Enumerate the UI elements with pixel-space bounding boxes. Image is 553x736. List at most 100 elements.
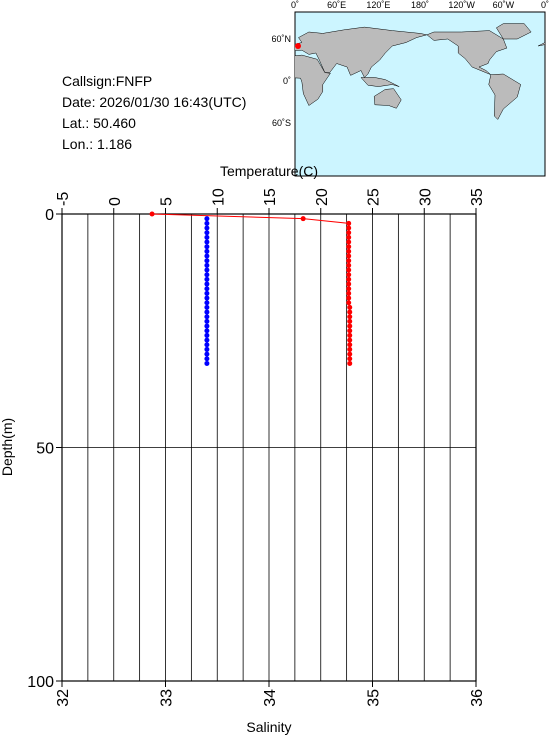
- profile-point: [204, 314, 210, 320]
- continent: [295, 54, 331, 106]
- profile-point: [346, 281, 352, 287]
- profile-point: [204, 258, 210, 264]
- profile-point: [204, 239, 210, 245]
- station-marker: [295, 43, 301, 49]
- profile-point: [346, 272, 352, 278]
- profile-point: [204, 346, 210, 352]
- profile-point: [204, 290, 210, 296]
- profile-point: [204, 216, 210, 222]
- profile-point: [347, 314, 353, 320]
- continent: [373, 88, 402, 109]
- map-lon-label: 60˚E: [327, 0, 346, 10]
- profile-point: [204, 295, 210, 301]
- map-lon-label: 0˚: [541, 0, 549, 10]
- profile-point: [347, 360, 353, 366]
- profile-line: [152, 213, 351, 364]
- x2-tick-label: 35: [366, 689, 383, 707]
- profile-point: [204, 323, 210, 329]
- x-tick-label: 5: [159, 197, 176, 206]
- info-block: Callsign:FNFP Date: 2026/01/30 16:43(UTC)…: [62, 73, 246, 152]
- profile-point: [204, 272, 210, 278]
- x-tick-label: 25: [366, 188, 383, 206]
- map-lon-label: 60˚W: [493, 0, 515, 10]
- profile-point: [347, 332, 353, 338]
- profile-point: [204, 248, 210, 254]
- map-lon-label: 120˚W: [448, 0, 475, 10]
- profile-point: [204, 342, 210, 348]
- profile-point: [149, 211, 155, 217]
- y-tick-label: 100: [27, 674, 54, 691]
- profile-point: [204, 225, 210, 231]
- profile-point: [346, 220, 352, 226]
- x2-tick-label: 33: [159, 689, 176, 707]
- x-tick-label: 20: [314, 188, 331, 206]
- map-lon-label: 180˚: [411, 0, 429, 10]
- x2-tick-label: 34: [262, 689, 279, 707]
- profile-point: [347, 323, 353, 329]
- map-inset: [294, 11, 546, 177]
- profile-point: [204, 230, 210, 236]
- profile-point: [204, 281, 210, 287]
- profile-point: [204, 309, 210, 315]
- profile-point: [204, 351, 210, 357]
- x-tick-label: -5: [55, 192, 72, 206]
- profile-point: [204, 262, 210, 268]
- continent: [488, 73, 521, 120]
- profile-point: [347, 356, 353, 362]
- profile-point: [204, 253, 210, 259]
- profile-point: [346, 286, 352, 292]
- profile-point: [346, 244, 352, 250]
- profile-point: [346, 234, 352, 240]
- profile-point: [204, 328, 210, 334]
- x-tick-label: 0: [107, 197, 124, 206]
- profile-point: [347, 342, 353, 348]
- x-tick-label: 35: [469, 188, 486, 206]
- y-tick-label: 0: [45, 207, 54, 224]
- x-axis-title: Temperature(C): [220, 163, 318, 179]
- x-tick-label: 30: [417, 188, 434, 206]
- profile-point: [346, 239, 352, 245]
- continent: [295, 26, 428, 78]
- profile-point: [204, 337, 210, 343]
- profile-point: [346, 276, 352, 282]
- y-axis-title: Depth(m): [0, 418, 15, 476]
- profile-point: [204, 360, 210, 366]
- profile-point: [204, 318, 210, 324]
- profile-point: [346, 290, 352, 296]
- profile-point: [347, 318, 353, 324]
- profile-point: [204, 276, 210, 282]
- profile-point: [204, 304, 210, 310]
- profile-point: [204, 244, 210, 250]
- profile-point: [204, 234, 210, 240]
- profile-point: [204, 300, 210, 306]
- profile-point: [204, 267, 210, 273]
- info-line: Lon.: 1.186: [62, 136, 132, 152]
- map-lon-label: 120˚E: [366, 0, 390, 10]
- continent: [537, 42, 545, 47]
- profile-point: [347, 328, 353, 334]
- profile-point: [346, 258, 352, 264]
- info-line: Callsign:FNFP: [62, 73, 152, 89]
- continent: [360, 77, 400, 87]
- profile-point: [346, 267, 352, 273]
- profile-point: [347, 337, 353, 343]
- continent: [426, 30, 508, 75]
- profile-point: [346, 230, 352, 236]
- y-tick-label: 50: [36, 441, 54, 458]
- profile-point: [347, 346, 353, 352]
- map-lat-label: 60˚N: [271, 34, 291, 44]
- profile-point: [346, 253, 352, 259]
- profile-point: [204, 332, 210, 338]
- profile-point: [346, 225, 352, 231]
- x-tick-label: 10: [210, 188, 227, 206]
- x2-tick-label: 36: [469, 689, 486, 707]
- profile-point: [346, 262, 352, 268]
- info-line: Date: 2026/01/30 16:43(UTC): [62, 94, 246, 110]
- continent: [496, 23, 532, 40]
- x2-axis-title: Salinity: [246, 719, 291, 735]
- map-lon-label: 0˚: [291, 0, 299, 10]
- profile-point: [346, 295, 352, 301]
- profile-point: [300, 216, 306, 222]
- map-lat-label: 0˚: [283, 76, 291, 86]
